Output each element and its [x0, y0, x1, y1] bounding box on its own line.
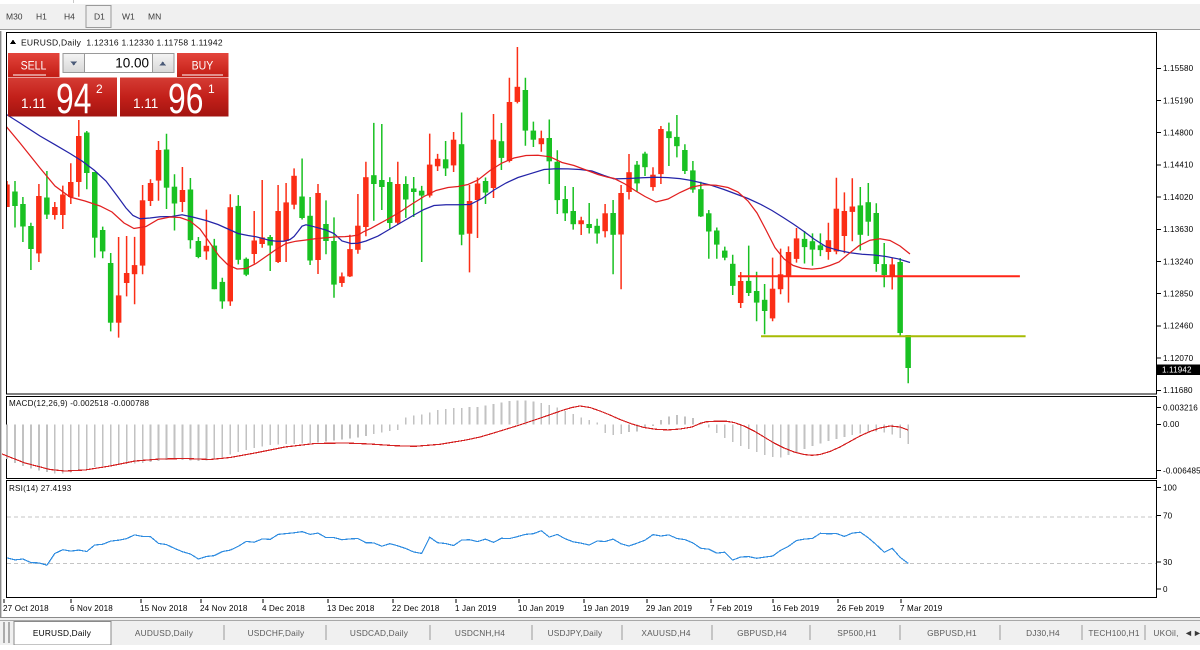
svg-text:7 Feb 2019: 7 Feb 2019 — [710, 604, 753, 613]
svg-text:2: 2 — [96, 82, 103, 96]
svg-text:◄: ◄ — [1184, 628, 1193, 638]
svg-text:96: 96 — [168, 75, 203, 123]
svg-text:SP500,H1: SP500,H1 — [837, 628, 877, 638]
svg-text:GBPUSD,H4: GBPUSD,H4 — [737, 628, 787, 638]
svg-text:26 Feb 2019: 26 Feb 2019 — [837, 604, 884, 613]
svg-text:H1: H1 — [36, 12, 47, 22]
svg-text:USDCHF,Daily: USDCHF,Daily — [248, 628, 305, 638]
svg-text:24 Nov 2018: 24 Nov 2018 — [200, 604, 248, 613]
svg-text:M30: M30 — [6, 12, 23, 22]
svg-text:EURUSD,Daily: EURUSD,Daily — [33, 628, 92, 638]
svg-text:29 Jan 2019: 29 Jan 2019 — [646, 604, 693, 613]
svg-text:USDJPY,Daily: USDJPY,Daily — [548, 628, 603, 638]
svg-text:4 Dec 2018: 4 Dec 2018 — [262, 604, 305, 613]
svg-text:1.11: 1.11 — [21, 96, 46, 111]
svg-text:DJ30,H4: DJ30,H4 — [1026, 628, 1060, 638]
svg-text:1.11942: 1.11942 — [1162, 366, 1192, 375]
svg-text:1.14020: 1.14020 — [1163, 193, 1194, 202]
svg-text:-0.006485: -0.006485 — [1163, 466, 1200, 475]
svg-text:H4: H4 — [64, 12, 75, 22]
svg-text:10 Jan 2019: 10 Jan 2019 — [518, 604, 565, 613]
svg-text:GBPUSD,H1: GBPUSD,H1 — [927, 628, 977, 638]
svg-text:0.00: 0.00 — [1163, 420, 1180, 429]
svg-text:SELL: SELL — [21, 60, 47, 73]
svg-text:►: ► — [1193, 628, 1200, 638]
svg-text:1: 1 — [208, 82, 215, 96]
svg-text:XAUUSD,H4: XAUUSD,H4 — [641, 628, 690, 638]
svg-text:1.11: 1.11 — [133, 96, 158, 111]
svg-text:13 Dec 2018: 13 Dec 2018 — [327, 604, 375, 613]
svg-text:1.12460: 1.12460 — [1163, 322, 1194, 331]
svg-text:1.14410: 1.14410 — [1163, 161, 1194, 170]
svg-text:BUY: BUY — [192, 60, 214, 73]
svg-text:27 Oct 2018: 27 Oct 2018 — [3, 604, 49, 613]
svg-text:TECH100,H1: TECH100,H1 — [1088, 628, 1140, 638]
svg-text:MN: MN — [148, 12, 161, 22]
svg-text:100: 100 — [1163, 483, 1177, 492]
svg-text:1.12070: 1.12070 — [1163, 354, 1194, 363]
svg-text:1.12850: 1.12850 — [1163, 290, 1194, 299]
svg-text:1.13240: 1.13240 — [1163, 257, 1194, 266]
svg-text:1.13630: 1.13630 — [1163, 225, 1194, 234]
svg-text:EURUSD,Daily 1.12316 1.12330: EURUSD,Daily 1.12316 1.12330 1.11758 1.1… — [21, 38, 223, 48]
svg-text:10.00: 10.00 — [115, 56, 149, 71]
svg-text:16 Feb 2019: 16 Feb 2019 — [772, 604, 819, 613]
svg-text:1.15190: 1.15190 — [1163, 96, 1194, 105]
svg-text:USDCAD,Daily: USDCAD,Daily — [350, 628, 409, 638]
svg-text:22 Dec 2018: 22 Dec 2018 — [392, 604, 440, 613]
svg-text:1.11680: 1.11680 — [1163, 386, 1193, 395]
svg-text:MACD(12,26,9) -0.002518 -0.000: MACD(12,26,9) -0.002518 -0.000788 — [9, 399, 150, 408]
svg-text:USDCNH,H4: USDCNH,H4 — [455, 628, 505, 638]
svg-text:94: 94 — [56, 75, 91, 123]
svg-text:1 Jan 2019: 1 Jan 2019 — [455, 604, 497, 613]
svg-text:0: 0 — [1163, 585, 1168, 594]
svg-text:AUDUSD,Daily: AUDUSD,Daily — [135, 628, 194, 638]
svg-text:7 Mar 2019: 7 Mar 2019 — [900, 604, 943, 613]
svg-text:19 Jan 2019: 19 Jan 2019 — [583, 604, 630, 613]
svg-text:UKOil,: UKOil, — [1153, 628, 1178, 638]
svg-text:6 Nov 2018: 6 Nov 2018 — [70, 604, 113, 613]
svg-text:0.003216: 0.003216 — [1163, 403, 1198, 412]
svg-text:1.15580: 1.15580 — [1163, 64, 1194, 73]
svg-text:15 Nov 2018: 15 Nov 2018 — [140, 604, 188, 613]
svg-text:W1: W1 — [122, 12, 135, 22]
svg-text:RSI(14) 27.4193: RSI(14) 27.4193 — [9, 484, 72, 493]
svg-text:D1: D1 — [94, 12, 105, 22]
svg-text:30: 30 — [1163, 558, 1173, 567]
svg-text:70: 70 — [1163, 511, 1173, 520]
svg-text:1.14800: 1.14800 — [1163, 129, 1194, 138]
